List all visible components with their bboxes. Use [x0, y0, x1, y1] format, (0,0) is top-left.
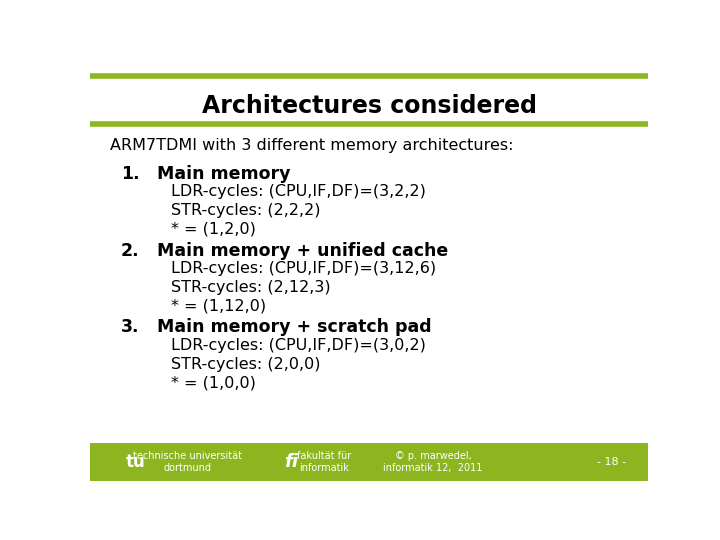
Text: fi: fi [284, 453, 298, 471]
Text: tu: tu [126, 453, 145, 471]
Text: Main memory: Main memory [157, 165, 290, 183]
Text: 3.: 3. [121, 319, 139, 336]
Text: © p. marwedel,
informatik 12,  2011: © p. marwedel, informatik 12, 2011 [384, 451, 483, 473]
Text: STR-cycles: (2,0,0): STR-cycles: (2,0,0) [171, 357, 320, 372]
Text: Main memory + unified cache: Main memory + unified cache [157, 241, 449, 260]
Text: fakultät für
informatik: fakultät für informatik [297, 451, 351, 473]
Text: * = (1,0,0): * = (1,0,0) [171, 376, 256, 391]
Text: ARM7TDMI with 3 different memory architectures:: ARM7TDMI with 3 different memory archite… [109, 138, 513, 153]
Text: LDR-cycles: (CPU,IF,DF)=(3,12,6): LDR-cycles: (CPU,IF,DF)=(3,12,6) [171, 261, 436, 275]
Text: LDR-cycles: (CPU,IF,DF)=(3,2,2): LDR-cycles: (CPU,IF,DF)=(3,2,2) [171, 184, 426, 199]
Text: Architectures considered: Architectures considered [202, 94, 536, 118]
Text: * = (1,2,0): * = (1,2,0) [171, 222, 256, 237]
Text: 1.: 1. [121, 165, 139, 183]
Text: STR-cycles: (2,2,2): STR-cycles: (2,2,2) [171, 203, 320, 218]
Bar [90, 443, 648, 481]
Text: 2.: 2. [121, 241, 139, 260]
Text: * = (1,12,0): * = (1,12,0) [171, 299, 266, 314]
Text: - 18 -: - 18 - [597, 457, 626, 467]
Text: Main memory + scratch pad: Main memory + scratch pad [157, 319, 431, 336]
Text: STR-cycles: (2,12,3): STR-cycles: (2,12,3) [171, 280, 330, 295]
Text: technische universität
dortmund: technische universität dortmund [133, 451, 242, 473]
Text: LDR-cycles: (CPU,IF,DF)=(3,0,2): LDR-cycles: (CPU,IF,DF)=(3,0,2) [171, 338, 426, 353]
